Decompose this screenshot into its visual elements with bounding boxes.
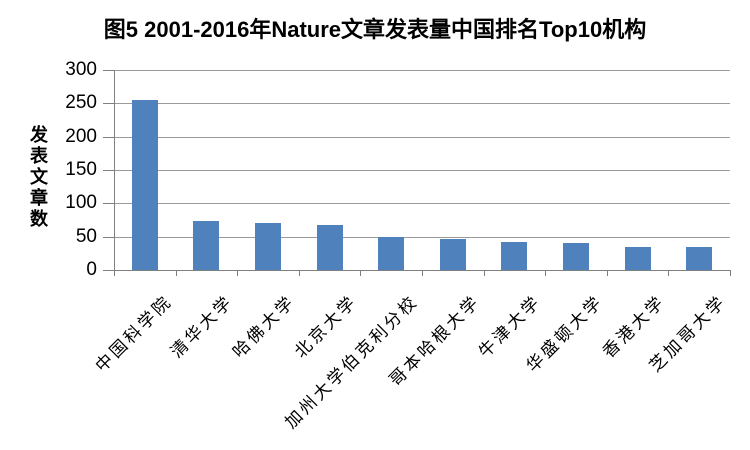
bar <box>624 246 651 270</box>
y-axis-tick-label: 100 <box>65 192 97 214</box>
bar <box>378 237 405 270</box>
y-axis-tick-label: 200 <box>65 125 97 147</box>
y-axis-tick-label: 0 <box>86 259 97 280</box>
chart-title: 图5 2001-2016年Nature文章发表量中国排名Top10机构 <box>103 17 647 42</box>
x-axis-category-label: 哈佛大学 <box>228 291 299 362</box>
x-axis-tick <box>114 270 115 276</box>
y-axis-tick-label: 250 <box>65 92 97 114</box>
bar <box>316 224 343 270</box>
gridline <box>114 170 730 171</box>
gridline <box>114 136 730 138</box>
x-axis-tick <box>730 270 731 276</box>
x-axis-tick <box>668 270 670 276</box>
y-axis-tick <box>103 70 114 71</box>
x-axis-tick <box>422 270 423 276</box>
y-axis-tick-label: 50 <box>75 225 97 247</box>
gridline <box>114 103 730 105</box>
x-axis-tick <box>298 270 300 276</box>
x-axis-category-label: 清华大学 <box>167 291 238 362</box>
y-axis-tick <box>103 203 114 205</box>
bar <box>563 243 589 270</box>
x-axis-tick <box>360 270 362 276</box>
y-axis-tick <box>103 103 114 105</box>
y-axis-title: 发 表 文 章 数 <box>30 125 48 229</box>
y-axis-tick-label: 150 <box>65 159 97 180</box>
bar <box>131 100 158 270</box>
x-axis-tick <box>606 270 608 276</box>
y-axis-tick <box>103 136 114 138</box>
y-axis-tick <box>103 170 114 171</box>
gridline <box>114 70 730 71</box>
y-axis-tick-label: 300 <box>65 59 97 80</box>
gridline <box>114 236 730 238</box>
bar <box>686 246 713 270</box>
x-axis-tick <box>483 270 485 276</box>
x-axis-tick <box>545 270 547 276</box>
y-axis-tick <box>103 236 114 238</box>
bar <box>501 242 528 270</box>
x-axis-category-label: 中国科学院 <box>91 291 176 376</box>
y-axis-line <box>114 70 115 270</box>
bar <box>439 239 466 270</box>
gridline <box>114 203 730 205</box>
x-axis-tick <box>175 270 177 276</box>
bar <box>193 221 220 270</box>
x-axis-tick <box>237 270 239 276</box>
bar <box>255 223 281 270</box>
y-axis-tick <box>103 270 114 271</box>
